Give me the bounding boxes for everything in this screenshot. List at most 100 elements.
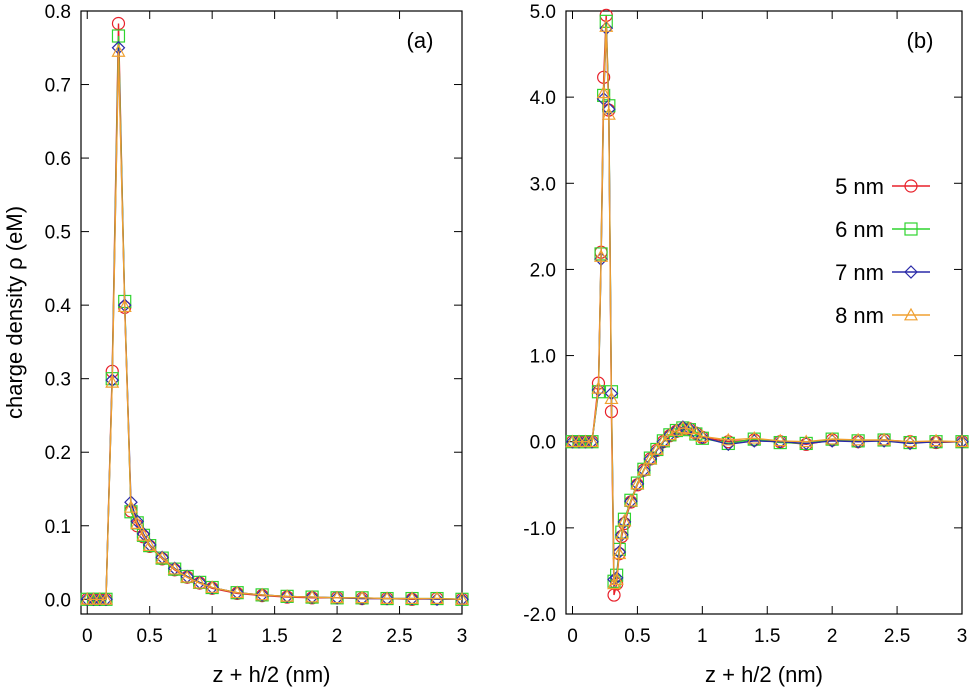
data-point: [609, 572, 624, 585]
data-point: [773, 433, 788, 447]
data-point: [599, 19, 614, 32]
data-point: [155, 550, 170, 564]
data-point: [877, 434, 891, 448]
x-tick-label: 0.5: [136, 626, 162, 647]
data-point: [98, 592, 114, 605]
legend-marker: [903, 307, 919, 321]
data-point: [405, 591, 420, 604]
data-point: [623, 493, 638, 507]
data-point: [280, 589, 294, 604]
y-tick-label: 0.4: [45, 296, 72, 317]
y-axis-title: charge density ρ (eM): [2, 206, 27, 419]
y-tick-label: 0.1: [45, 517, 71, 538]
series-8-nm: [565, 19, 969, 590]
y-tick-label: 0.0: [45, 590, 71, 611]
data-point: [656, 433, 671, 447]
panel-label: (a): [407, 28, 434, 53]
series-8-nm: [80, 44, 470, 605]
y-tick-label: 0.2: [45, 443, 71, 464]
data-point: [405, 591, 419, 606]
legend-label: 5 nm: [835, 174, 884, 199]
data-point: [614, 526, 629, 540]
data-point: [662, 427, 677, 441]
data-point: [624, 494, 638, 509]
plot-frame: [565, 10, 963, 615]
data-point: [604, 391, 619, 405]
x-tick-label: 2.5: [386, 626, 412, 647]
data-point: [682, 421, 697, 435]
data-point: [192, 575, 207, 589]
x-tick-label: 3: [457, 626, 468, 647]
data-point: [637, 463, 651, 477]
series-7-nm: [565, 21, 969, 587]
data-point: [954, 434, 969, 448]
data-point: [142, 538, 157, 552]
data-point: [130, 516, 145, 529]
series-6-nm: [80, 29, 469, 606]
data-point: [430, 592, 444, 607]
data-point: [105, 375, 120, 388]
series-line: [87, 35, 463, 600]
panel-b: 0 0.5 1 1.5 2 2.5 3 -2.0 -1.0 0.0 1.0 2.0 3.0 4.0 5.0 z…: [523, 2, 969, 687]
data-point: [721, 432, 736, 446]
x-tick-label: 2.5: [884, 626, 910, 647]
data-point: [851, 432, 866, 446]
data-point: [607, 572, 621, 587]
data-point: [136, 528, 151, 541]
data-point: [429, 591, 445, 604]
y-tick-label: 2.0: [530, 260, 556, 281]
x-axis-title: z + h/2 (nm): [705, 662, 823, 687]
y-tick-label: 0.6: [45, 149, 71, 170]
data-point: [825, 431, 840, 445]
data-point: [617, 513, 632, 527]
x-tick-label: 1.5: [754, 626, 780, 647]
data-point: [596, 85, 611, 99]
plot-frame: [80, 10, 463, 615]
data-point: [111, 44, 126, 57]
data-point: [773, 434, 788, 449]
y-tick-label: 0.0: [530, 433, 556, 454]
data-point: [330, 590, 345, 604]
legend-marker: [904, 179, 918, 193]
y-tick-label: 1.0: [530, 347, 556, 368]
data-point: [205, 580, 220, 593]
data-point: [305, 590, 319, 604]
x-axis-title: z + h/2 (nm): [213, 662, 331, 687]
y-tick-label: 3.0: [530, 174, 556, 195]
data-point: [747, 431, 762, 444]
data-point: [380, 591, 394, 606]
data-point: [610, 568, 624, 582]
legend-label: 6 nm: [835, 217, 884, 242]
data-point: [455, 592, 469, 607]
data-point: [230, 585, 244, 600]
legend: 5 nm 6 nm 7 nm 8 nm: [835, 174, 930, 328]
series-line: [572, 26, 963, 587]
series-line: [572, 21, 962, 582]
data-point: [230, 585, 245, 599]
data-point: [167, 561, 182, 575]
data-point: [688, 425, 703, 439]
data-point: [280, 589, 295, 602]
data-point: [591, 381, 606, 394]
x-tick-label: 1: [207, 626, 218, 647]
data-point: [355, 590, 370, 604]
legend-marker: [904, 222, 918, 236]
y-tick-label: -1.0: [523, 519, 556, 540]
data-point: [594, 249, 609, 262]
data-point: [695, 430, 710, 445]
data-point: [305, 589, 320, 603]
x-tick-label: 0: [82, 626, 93, 647]
y-tick-label: 0.3: [45, 370, 71, 391]
data-point: [180, 569, 195, 583]
data-point: [355, 591, 369, 606]
data-point: [584, 434, 599, 448]
data-point: [643, 451, 658, 465]
data-point: [675, 420, 690, 434]
panel-label: (b): [907, 28, 934, 53]
data-point: [380, 591, 395, 604]
data-point: [601, 107, 616, 120]
legend-label: 7 nm: [835, 260, 884, 285]
legend-marker: [904, 265, 918, 279]
data-point: [454, 592, 470, 605]
